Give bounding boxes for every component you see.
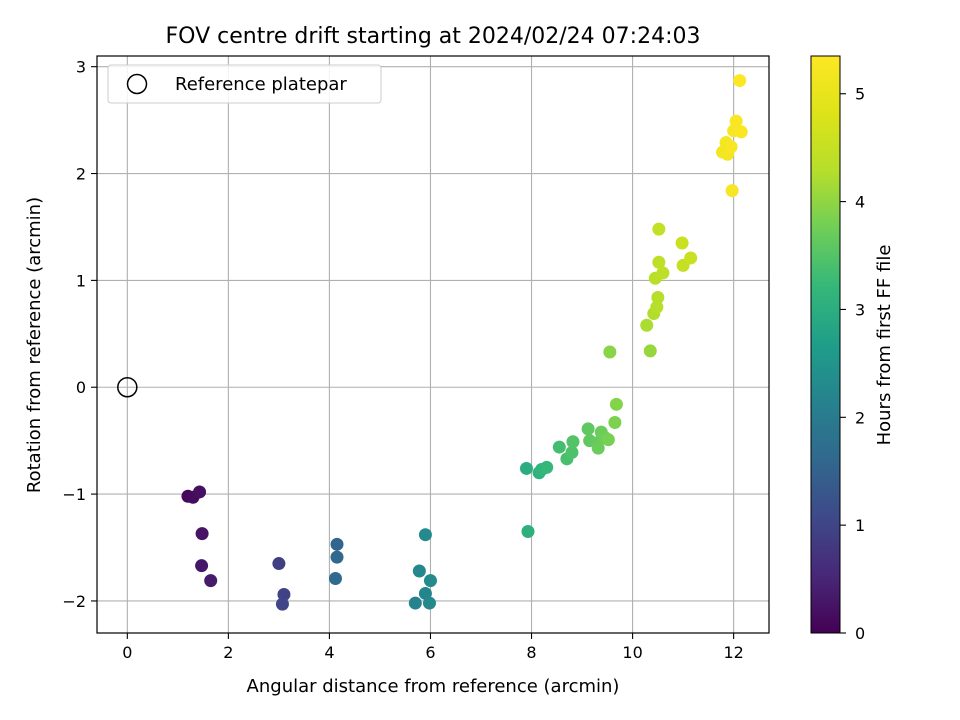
scatter-point [540, 460, 554, 474]
legend-open-circle-marker [126, 73, 148, 95]
y-tick-label: 3 [76, 58, 86, 77]
colorbar-tick-label: 2 [855, 408, 865, 427]
x-tick-label: 4 [324, 643, 334, 662]
scatter-point [734, 125, 748, 139]
scatter-point [652, 222, 666, 236]
scatter-point [591, 441, 605, 455]
chart-title: FOV centre drift starting at 2024/02/24 … [166, 24, 701, 49]
scatter-point [684, 251, 698, 265]
scatter-point [552, 440, 566, 454]
colorbar-tick-label: 4 [855, 193, 865, 212]
x-tick-label: 8 [526, 643, 536, 662]
colorbar-label: Hours from first FF file [874, 245, 895, 446]
x-tick-label: 12 [723, 643, 743, 662]
x-tick-label: 6 [425, 643, 435, 662]
scatter-point [608, 416, 622, 430]
grid-lines [97, 56, 769, 633]
scatter-point [195, 559, 209, 573]
scatter-point [650, 300, 664, 314]
scatter-point [330, 537, 344, 551]
scatter-point [725, 184, 739, 198]
scatter-point [733, 74, 747, 88]
y-tick-label: −2 [62, 592, 86, 611]
scatter-point [204, 574, 218, 588]
x-tick-label: 10 [622, 643, 642, 662]
colorbar-tick-label: 1 [855, 516, 865, 535]
y-axis-ticks: −2 −1 0 1 2 3 [62, 58, 97, 611]
scatter-point [412, 564, 426, 578]
scatter-point [609, 397, 623, 411]
scatter-point [651, 290, 665, 304]
scatter-point [193, 485, 207, 499]
legend-box [107, 64, 382, 104]
scatter-point [565, 445, 579, 459]
reference-platepar-marker [117, 376, 138, 398]
x-tick-label: 0 [122, 643, 132, 662]
scatter-points [181, 74, 748, 611]
colorbar-tick-label: 5 [855, 85, 865, 104]
scatter-point [277, 588, 291, 602]
scatter-point [640, 318, 654, 332]
legend: Reference platepar [107, 64, 382, 104]
scatter-point [272, 557, 286, 571]
scatter-point [566, 435, 580, 449]
scatter-point [656, 266, 670, 280]
scatter-point [418, 528, 432, 542]
x-tick-label: 2 [223, 643, 233, 662]
legend-label-reference-platepar: Reference platepar [175, 74, 347, 95]
colorbar-tick-label: 3 [855, 300, 865, 319]
scatter-point [408, 596, 422, 610]
scatter-point [675, 236, 689, 250]
y-tick-label: −1 [62, 485, 86, 504]
scatter-point [275, 597, 289, 611]
y-tick-label: 2 [76, 165, 86, 184]
scatter-point [328, 572, 342, 586]
scatter-point [581, 422, 595, 436]
scatter-point [652, 255, 666, 269]
y-axis-label: Rotation from reference (arcmin) [24, 197, 45, 493]
y-tick-label: 1 [76, 271, 86, 290]
colorbar [810, 55, 841, 634]
scatter-point [603, 345, 617, 359]
scatter-point [519, 461, 533, 475]
colorbar-ticks: 0 1 2 3 4 5 [840, 85, 865, 643]
scatter-point [601, 433, 615, 447]
scatter-point [423, 574, 437, 588]
y-tick-label: 0 [76, 378, 86, 397]
scatter-point [521, 524, 535, 538]
scatter-point [330, 550, 344, 564]
scatter-point [422, 596, 436, 610]
scatter-point [195, 527, 209, 541]
x-axis-ticks: 0 2 4 6 8 10 12 [122, 633, 744, 662]
scatter-point [724, 140, 738, 154]
plot-frame [96, 55, 770, 634]
x-axis-label: Angular distance from reference (arcmin) [247, 676, 620, 697]
colorbar-tick-label: 0 [855, 624, 865, 643]
scatter-point [729, 114, 743, 128]
scatter-point [643, 344, 657, 358]
